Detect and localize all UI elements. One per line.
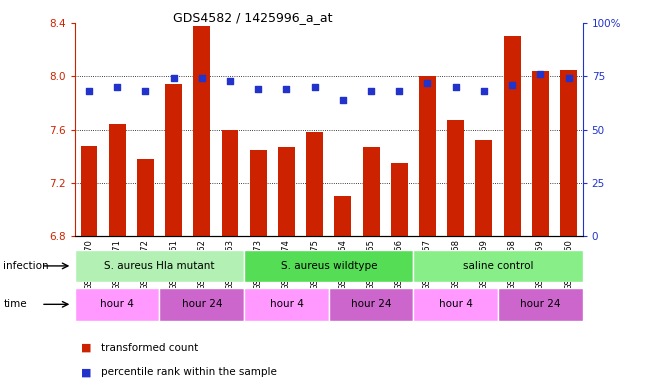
Point (140, 88, 150, 94)
Text: S. aureus wildtype: S. aureus wildtype (281, 261, 377, 271)
Point (366, 88, 376, 94)
Point (169, 75, 179, 81)
Bar (391, 163, 408, 236)
Text: hour 24: hour 24 (351, 299, 391, 310)
Bar (560, 70, 577, 236)
Point (394, 88, 404, 94)
Bar (475, 140, 492, 236)
Point (197, 75, 207, 81)
Point (338, 97, 348, 103)
Text: S. aureus Hla mutant: S. aureus Hla mutant (104, 261, 215, 271)
Text: ■: ■ (81, 343, 92, 353)
Text: GDS4582 / 1425996_a_at: GDS4582 / 1425996_a_at (173, 12, 333, 25)
Bar (137, 159, 154, 236)
Text: hour 24: hour 24 (182, 299, 222, 310)
Text: transformed count: transformed count (101, 343, 198, 353)
Point (535, 71, 546, 77)
Bar (75, 250, 244, 282)
Point (253, 86, 264, 92)
Bar (306, 132, 323, 236)
Bar (532, 71, 549, 236)
Bar (159, 288, 244, 321)
Point (450, 84, 461, 90)
Bar (165, 84, 182, 236)
Bar (244, 288, 329, 321)
Point (112, 84, 122, 90)
Text: infection: infection (3, 261, 49, 271)
Bar (250, 150, 267, 236)
Text: hour 4: hour 4 (439, 299, 473, 310)
Point (281, 86, 292, 92)
Bar (363, 147, 380, 236)
Bar (447, 120, 464, 236)
Point (422, 79, 433, 86)
Bar (193, 26, 210, 236)
Point (309, 84, 320, 90)
Bar (109, 124, 126, 236)
Point (563, 75, 574, 81)
Point (507, 82, 518, 88)
Point (478, 88, 489, 94)
Text: saline control: saline control (463, 261, 533, 271)
Text: hour 24: hour 24 (520, 299, 561, 310)
Point (84, 88, 94, 94)
Text: hour 4: hour 4 (270, 299, 303, 310)
Bar (244, 250, 413, 282)
Bar (504, 36, 521, 236)
Text: percentile rank within the sample: percentile rank within the sample (101, 367, 277, 377)
Bar (419, 76, 436, 236)
Bar (81, 146, 98, 236)
Bar (329, 288, 413, 321)
Point (225, 78, 235, 84)
Bar (75, 288, 159, 321)
Bar (413, 250, 583, 282)
Bar (413, 288, 498, 321)
Text: time: time (3, 299, 27, 310)
Bar (335, 196, 352, 236)
Bar (221, 130, 238, 236)
Bar (278, 147, 295, 236)
Text: ■: ■ (81, 367, 92, 377)
Bar (498, 288, 583, 321)
Text: hour 4: hour 4 (100, 299, 134, 310)
